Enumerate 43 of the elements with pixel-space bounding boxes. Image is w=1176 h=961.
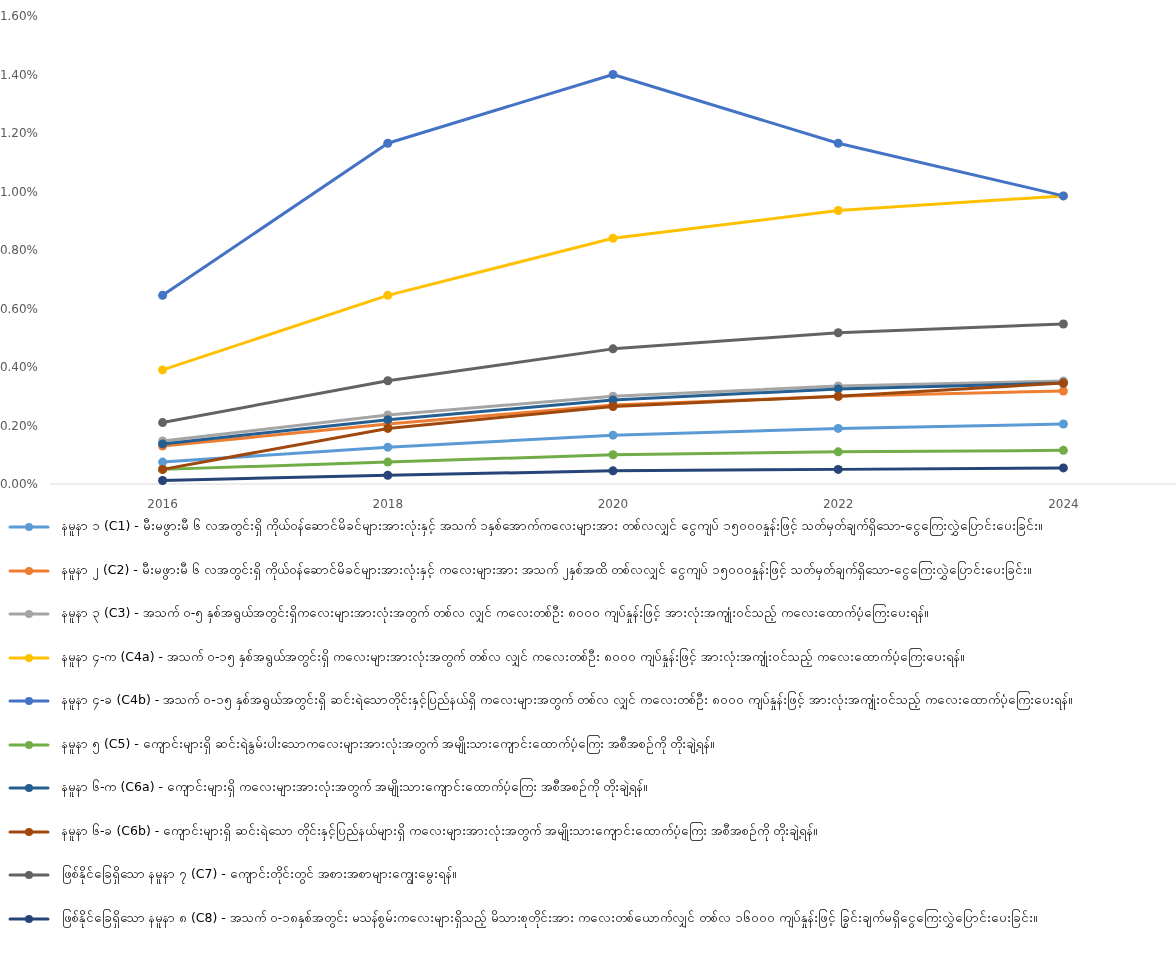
y-tick-label: 0.60% (0, 301, 38, 316)
y-tick-label: 0.00% (0, 477, 38, 491)
point (383, 138, 393, 148)
point (158, 365, 168, 375)
x-tick-label: 2024 (1048, 497, 1079, 511)
y-tick-label: 1.00% (0, 184, 38, 199)
point (383, 442, 393, 452)
point (383, 470, 393, 480)
point (383, 376, 393, 386)
point (1058, 386, 1068, 396)
point (608, 450, 618, 460)
x-tick-label: 2016 (147, 497, 178, 511)
point (833, 206, 843, 216)
point (158, 290, 168, 300)
y-tick-label: 0.40% (0, 360, 38, 374)
point (608, 233, 618, 243)
point (833, 328, 843, 338)
point (608, 430, 618, 440)
point (1058, 445, 1068, 455)
point (158, 418, 168, 428)
point (1058, 419, 1068, 429)
point (383, 415, 393, 425)
y-tick-label: 1.20% (0, 126, 38, 140)
x-tick-label: 2020 (597, 497, 629, 511)
point (833, 464, 843, 474)
x-tick-label: 2018 (372, 497, 404, 511)
point (608, 344, 618, 354)
point (833, 138, 843, 148)
point (833, 447, 843, 457)
x-tick-label: 2022 (822, 497, 854, 511)
y-tick-label: 0.20% (0, 418, 38, 433)
y-tick-label: 1.40% (0, 67, 38, 82)
point (1058, 463, 1068, 473)
point (158, 475, 168, 485)
y-tick-label: 1.60% (0, 9, 38, 23)
point (1058, 319, 1068, 329)
point (833, 423, 843, 433)
y-tick-label: 0.80% (0, 243, 38, 257)
point (383, 423, 393, 433)
point (608, 466, 618, 476)
point (383, 290, 393, 300)
point (608, 70, 618, 79)
point (383, 457, 393, 467)
